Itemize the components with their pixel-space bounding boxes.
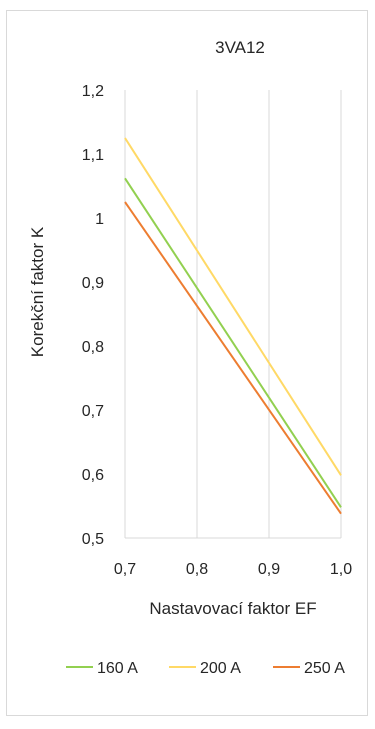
x-axis-ticks: 0,7 0,8 0,9 1,0 xyxy=(114,561,352,578)
y-tick-label: 1 xyxy=(95,211,104,228)
series-lines xyxy=(124,137,342,515)
legend-label: 200 A xyxy=(200,660,241,677)
chart-frame xyxy=(6,10,368,716)
y-tick-label: 0,9 xyxy=(82,275,104,292)
series-line-250a xyxy=(124,201,342,515)
y-tick-label: 1,1 xyxy=(82,147,104,164)
chart-title: 3VA12 xyxy=(215,38,265,57)
y-axis-ticks: 0,5 0,6 0,7 0,8 0,9 1 1,1 1,2 xyxy=(82,83,104,548)
y-axis-label: Korekční faktor K xyxy=(28,226,47,357)
x-tick-label: 1,0 xyxy=(330,561,352,578)
grid xyxy=(124,90,342,539)
series-line-200a xyxy=(124,137,342,476)
x-tick-label: 0,9 xyxy=(258,561,280,578)
y-tick-label: 0,8 xyxy=(82,339,104,356)
x-tick-label: 0,7 xyxy=(114,561,136,578)
x-tick-label: 0,8 xyxy=(186,561,208,578)
series-line-160a xyxy=(124,177,342,508)
legend-label: 160 A xyxy=(97,660,138,677)
y-tick-label: 0,5 xyxy=(82,531,104,548)
x-axis-label: Nastavovací faktor EF xyxy=(149,599,316,618)
y-tick-label: 0,6 xyxy=(82,467,104,484)
legend: 160 A 200 A 250 A xyxy=(66,660,345,677)
y-tick-label: 0,7 xyxy=(82,403,104,420)
y-tick-label: 1,2 xyxy=(82,83,104,100)
legend-label: 250 A xyxy=(304,660,345,677)
